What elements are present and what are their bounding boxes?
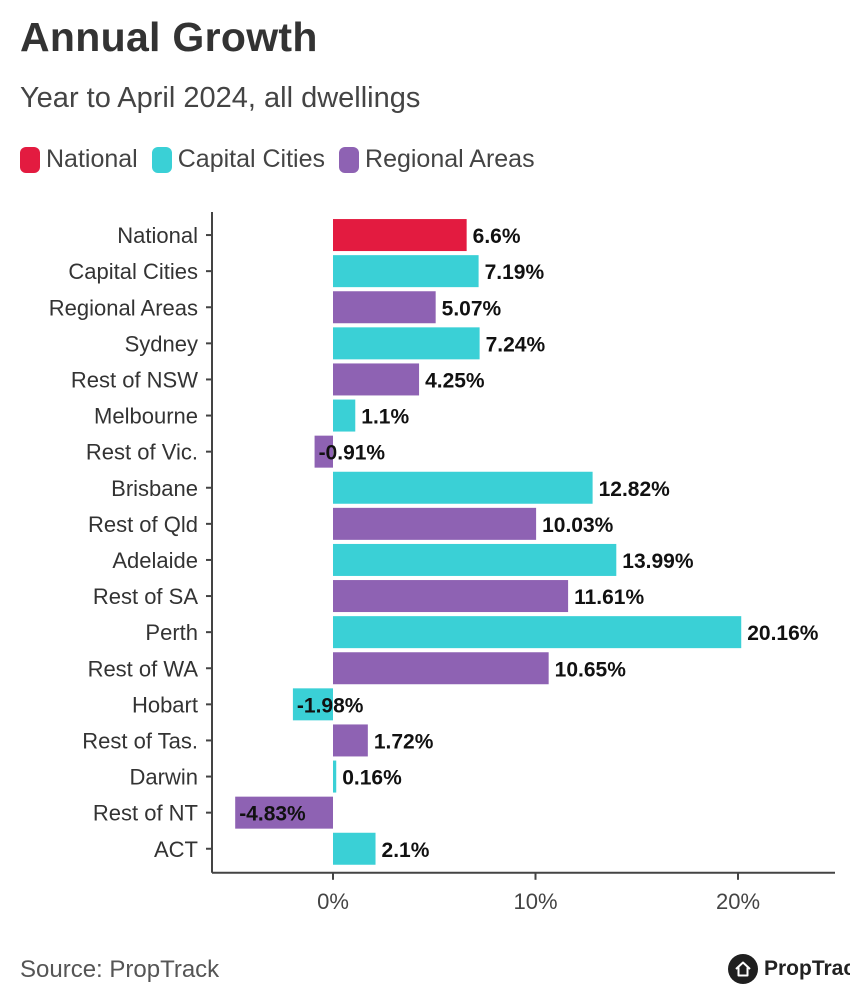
legend-item-regional-areas: Regional Areas bbox=[339, 145, 535, 174]
bar bbox=[333, 291, 436, 324]
bar bbox=[333, 327, 480, 360]
bar bbox=[292, 688, 333, 721]
category-label: Regional Areas bbox=[49, 295, 198, 320]
legend-label-regional-areas: Regional Areas bbox=[365, 145, 535, 173]
value-label: 1.72% bbox=[374, 730, 434, 753]
value-label: -1.98% bbox=[297, 694, 364, 717]
category-label: Rest of SA bbox=[93, 584, 198, 609]
value-label: 7.19% bbox=[485, 261, 545, 284]
legend-swatch-capital-cities bbox=[151, 146, 172, 173]
brand-logo: PropTrack bbox=[728, 954, 850, 984]
bar bbox=[333, 580, 569, 613]
category-label: Rest of Vic. bbox=[86, 440, 198, 465]
category-label: Brisbane bbox=[111, 476, 198, 501]
value-label: 10.65% bbox=[555, 658, 627, 681]
bar bbox=[333, 543, 617, 576]
category-label: ACT bbox=[154, 837, 198, 862]
value-label: 11.61% bbox=[574, 586, 644, 609]
bar bbox=[314, 435, 333, 468]
legend-swatch-regional-areas bbox=[339, 146, 360, 173]
value-label: 1.1% bbox=[361, 406, 409, 429]
legend-label-national: National bbox=[46, 145, 138, 173]
category-label: Rest of Tas. bbox=[82, 728, 198, 753]
category-label: National bbox=[117, 223, 198, 248]
category-label: Hobart bbox=[132, 692, 198, 717]
legend-item-national: National bbox=[20, 145, 138, 174]
legend-label-capital-cities: Capital Cities bbox=[177, 145, 326, 173]
value-label: 4.25% bbox=[425, 369, 485, 392]
legend: National Capital Cities Regional Areas bbox=[20, 145, 549, 174]
value-label: 7.24% bbox=[486, 333, 546, 356]
x-tick-label: 10% bbox=[513, 889, 557, 910]
category-label: Adelaide bbox=[112, 548, 198, 573]
value-label: 6.6% bbox=[473, 225, 521, 248]
x-tick-label: 0% bbox=[317, 889, 349, 910]
value-label: 12.82% bbox=[599, 478, 671, 501]
x-tick-label: 20% bbox=[716, 889, 760, 910]
value-label: 10.03% bbox=[542, 514, 614, 537]
legend-swatch-national bbox=[20, 146, 40, 173]
category-label: Perth bbox=[145, 620, 198, 645]
bar bbox=[333, 507, 537, 540]
chart-title: Annual Growth bbox=[20, 14, 318, 60]
brand-name: PropTrack bbox=[764, 957, 850, 980]
value-label: 5.07% bbox=[442, 297, 502, 320]
source-note: Source: PropTrack bbox=[20, 956, 220, 983]
value-label: -0.91% bbox=[319, 442, 386, 465]
bar bbox=[333, 832, 376, 865]
category-label: Darwin bbox=[130, 765, 198, 790]
bar bbox=[333, 760, 337, 793]
legend-item-capital-cities: Capital Cities bbox=[151, 145, 326, 174]
bar bbox=[333, 652, 549, 685]
category-label: Capital Cities bbox=[68, 259, 198, 284]
value-label: 0.16% bbox=[342, 767, 402, 790]
value-label: 2.1% bbox=[382, 839, 430, 862]
bar bbox=[333, 616, 742, 649]
bar bbox=[333, 471, 593, 504]
bar bbox=[333, 363, 420, 396]
category-label: Rest of WA bbox=[88, 656, 199, 681]
category-label: Rest of Qld bbox=[88, 512, 198, 537]
category-label: Melbourne bbox=[94, 404, 198, 429]
bar bbox=[333, 724, 368, 757]
category-label: Rest of NSW bbox=[71, 367, 198, 392]
value-label: 13.99% bbox=[622, 550, 694, 573]
bar bbox=[333, 399, 356, 432]
bar bbox=[333, 219, 467, 252]
bar bbox=[333, 255, 479, 288]
value-label: -4.83% bbox=[239, 803, 306, 826]
value-label: 20.16% bbox=[747, 622, 819, 645]
chart-subtitle: Year to April 2024, all dwellings bbox=[20, 82, 421, 114]
bar-chart: National 6.6% Capital Cities 7.19% Regional … bbox=[49, 212, 835, 910]
category-label: Rest of NT bbox=[93, 801, 198, 826]
bar bbox=[235, 796, 333, 829]
category-label: Sydney bbox=[125, 331, 198, 356]
house-icon bbox=[728, 954, 758, 984]
